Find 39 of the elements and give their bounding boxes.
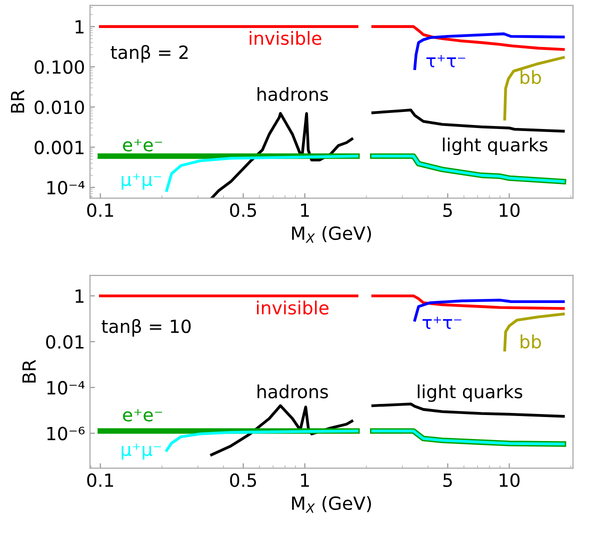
- x-tick-label: 0.1: [87, 473, 114, 488]
- x-axis-title: M$_{X}$ (GeV): [292, 226, 371, 243]
- annotation: tanβ = 10: [102, 319, 191, 337]
- x-tick-label: 0.1: [87, 203, 114, 218]
- y-axis-title: BR: [10, 90, 24, 112]
- x-tick-label: 10: [500, 473, 520, 488]
- series-label: e⁺e⁻: [123, 139, 162, 152]
- series-label: τ⁺τ⁻: [422, 316, 462, 329]
- series-label: hadrons: [258, 87, 328, 102]
- series-label: bb: [520, 70, 541, 84]
- y-tick-label: 10⁻⁴: [47, 180, 85, 195]
- y-axis-title: BR: [22, 360, 36, 382]
- series-label: hadrons: [258, 384, 328, 398]
- y-tick-label: 0.01: [46, 335, 84, 349]
- annotation: tanβ = 2: [110, 44, 188, 63]
- x-tick-label: 0.5: [230, 473, 256, 488]
- y-tick-label: 0.010: [34, 100, 84, 114]
- x-axis-title: M$_{X}$ (GeV): [292, 496, 371, 513]
- series-label: e⁺e⁻: [123, 409, 162, 422]
- y-tick-label: 1: [76, 20, 84, 34]
- y-tick-label: 1: [76, 290, 84, 303]
- x-tick-label: 5: [443, 474, 452, 488]
- series-label: invisible: [256, 300, 328, 315]
- series-label: invisible: [250, 30, 322, 45]
- x-tick-label: 10: [500, 203, 520, 218]
- y-tick-label: 10⁻⁶: [47, 426, 85, 440]
- y-tick-label: 10⁻⁴: [47, 380, 85, 395]
- x-tick-label: 1: [301, 204, 309, 217]
- x-tick-label: 0.5: [230, 203, 256, 218]
- y-tick-label: 0.100: [34, 60, 84, 74]
- series-label: light quarks: [442, 138, 548, 156]
- x-tick-label: 1: [301, 474, 309, 487]
- x-tick-label: 5: [443, 204, 452, 218]
- series-label: bb: [520, 334, 541, 348]
- y-tick-label: 0.001: [34, 140, 84, 154]
- series-label: μ⁺μ⁻: [122, 174, 162, 190]
- series-label: μ⁺μ⁻: [122, 444, 162, 460]
- series-label: τ⁺τ⁻: [426, 55, 466, 68]
- series-label: light quarks: [418, 384, 522, 402]
